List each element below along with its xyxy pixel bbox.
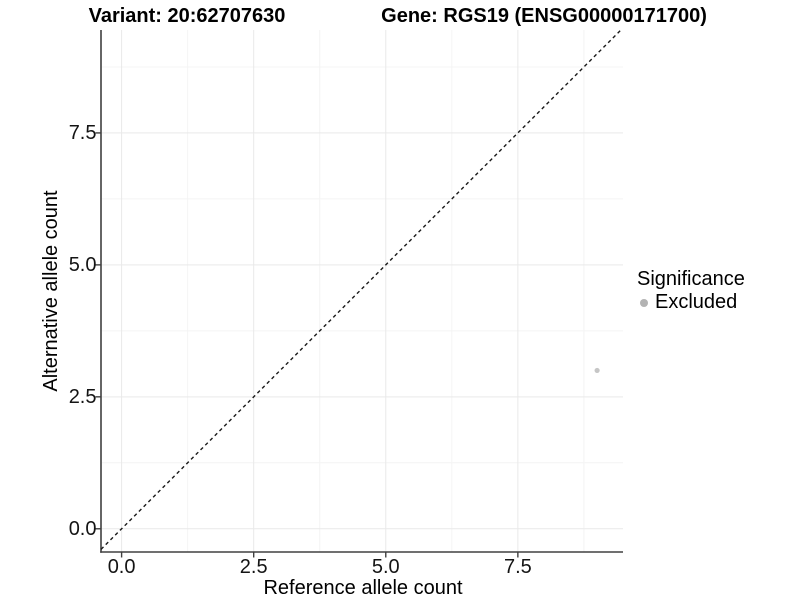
y-tick-label: 2.5 bbox=[68, 385, 97, 408]
identity-line bbox=[100, 29, 622, 550]
data-point bbox=[594, 367, 600, 374]
gene-title: Gene: RGS19 (ENSG00000171700) bbox=[381, 5, 707, 27]
x-axis-title: Reference allele count bbox=[263, 577, 463, 599]
legend-item-label: Excluded bbox=[655, 291, 738, 313]
x-tick-label: 5.0 bbox=[371, 556, 400, 578]
legend-item-excluded: Excluded bbox=[637, 291, 745, 314]
excluded-point-icon bbox=[640, 298, 648, 307]
legend: Significance Excluded bbox=[637, 268, 745, 314]
variant-title: Variant: 20:62707630 bbox=[88, 5, 286, 27]
y-axis-title: Alternative allele count bbox=[40, 190, 62, 392]
x-tick-label: 0.0 bbox=[107, 556, 136, 578]
y-tick-label: 0.0 bbox=[68, 517, 97, 540]
y-tick-label: 5.0 bbox=[68, 253, 97, 276]
x-tick-label: 2.5 bbox=[239, 556, 268, 578]
x-tick-label: 7.5 bbox=[503, 556, 532, 578]
y-tick-label: 7.5 bbox=[68, 121, 97, 144]
legend-title: Significance bbox=[637, 268, 745, 290]
